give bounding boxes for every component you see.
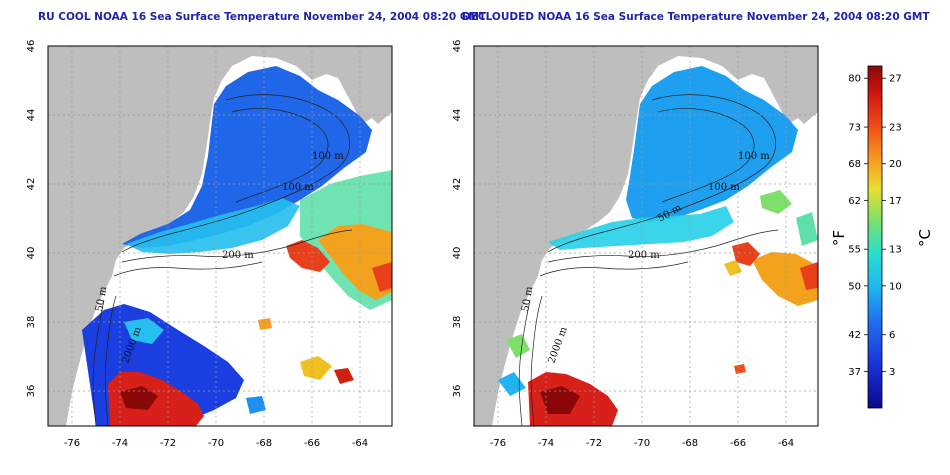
left-sst-gulf-stream (108, 372, 204, 426)
colorbar-fahrenheit-tick: 37 (848, 367, 861, 378)
right-contour-label-100m-b: 100 m (708, 182, 740, 193)
right-map-title: DECLOUDED NOAA 16 Sea Surface Temperatur… (462, 11, 930, 23)
right-lat-tick: 36 (452, 385, 463, 398)
left-lat-tick: 36 (26, 385, 37, 398)
right-sst-shelf (626, 66, 798, 222)
colorbar-celsius-tick: 13 (889, 245, 902, 256)
left-sst-warm (318, 224, 392, 300)
colorbar-fahrenheit-tick: 62 (848, 196, 861, 207)
left-graticule (48, 46, 392, 426)
right-axis-ticks: -76 -74 -72 -70 -68 -66 -64 36 38 40 42 … (452, 40, 794, 449)
left-contour-label-50m: 50 m (94, 285, 109, 312)
left-lon-tick: -64 (352, 438, 368, 449)
right-lat-tick: 44 (452, 109, 463, 122)
right-lon-tick: -76 (490, 438, 506, 449)
left-sst-shelf-cyan (126, 198, 300, 254)
right-lat-tick: 42 (452, 178, 463, 191)
left-axis-ticks: -76 -74 -72 -70 -68 -66 -64 36 38 40 42 … (26, 40, 368, 449)
left-sst-hot (286, 240, 330, 272)
right-land-mass (474, 46, 818, 426)
left-contour-label-100m-b: 100 m (282, 182, 314, 193)
left-contour-label-100m-a: 100 m (312, 151, 344, 162)
right-lat-tick: 40 (452, 247, 463, 260)
left-lon-tick: -66 (304, 438, 320, 449)
colorbar-fahrenheit-tick: 73 (848, 123, 861, 134)
sst-colorbar: 80 27 73 23 68 20 62 17 55 13 50 10 42 6 37 3 °F °C (830, 65, 934, 409)
right-contour-label-100m-a: 100 m (738, 151, 770, 162)
right-lat-tick: 38 (452, 316, 463, 329)
left-lon-tick: -76 (64, 438, 80, 449)
right-sst-shelf-cyan (548, 206, 734, 250)
left-contour-label-200m: 200 m (222, 250, 254, 261)
right-lon-tick: -66 (730, 438, 746, 449)
colorbar-fahrenheit-tick: 55 (848, 245, 861, 256)
celsius-unit-label: °C (916, 229, 934, 247)
left-lat-tick: 44 (26, 109, 37, 122)
colorbar-fahrenheit-tick: 50 (848, 281, 861, 292)
left-lon-tick: -74 (112, 438, 128, 449)
right-graticule (474, 46, 818, 426)
right-lat-tick: 46 (452, 40, 463, 53)
colorbar-fahrenheit-tick: 80 (848, 74, 861, 85)
left-lat-tick: 40 (26, 247, 37, 260)
left-sst-shelf (122, 66, 372, 248)
right-map-panel: 100 m 100 m 50 m 200 m 50 m 2000 m -76 -… (452, 40, 819, 449)
colorbar-fahrenheit-tick: 42 (848, 330, 861, 341)
colorbar-celsius-tick: 27 (889, 74, 902, 85)
colorbar-fahrenheit-tick: 68 (848, 159, 861, 170)
left-lat-tick: 42 (26, 178, 37, 191)
right-isobaths (518, 94, 779, 426)
left-lat-tick: 46 (26, 40, 37, 53)
left-isobaths (92, 94, 353, 426)
right-lon-tick: -72 (586, 438, 602, 449)
fahrenheit-unit-label: °F (830, 230, 848, 246)
left-lon-tick: -68 (256, 438, 272, 449)
left-lat-tick: 38 (26, 316, 37, 329)
left-map-title: RU COOL NOAA 16 Sea Surface Temperature … (38, 11, 487, 23)
right-lon-tick: -70 (634, 438, 650, 449)
right-contour-label-50m-b: 50 m (520, 285, 535, 312)
colorbar-celsius-tick: 10 (889, 281, 902, 292)
colorbar-celsius-tick: 3 (889, 367, 895, 378)
colorbar-gradient (867, 65, 883, 409)
left-lon-tick: -72 (160, 438, 176, 449)
colorbar-celsius-tick: 23 (889, 123, 902, 134)
right-lon-tick: -74 (538, 438, 554, 449)
left-land-mass (48, 46, 392, 426)
right-contour-label-200m: 200 m (628, 250, 660, 261)
colorbar-celsius-tick: 17 (889, 196, 902, 207)
right-sst-warm (752, 252, 818, 306)
colorbar-celsius-tick: 20 (889, 159, 902, 170)
left-map-panel: 100 m 100 m 200 m 50 m 2000 m -76 -74 -7… (26, 40, 393, 449)
left-lon-tick: -70 (208, 438, 224, 449)
right-lon-tick: -68 (682, 438, 698, 449)
right-lon-tick: -64 (778, 438, 794, 449)
colorbar-celsius-tick: 6 (889, 330, 895, 341)
